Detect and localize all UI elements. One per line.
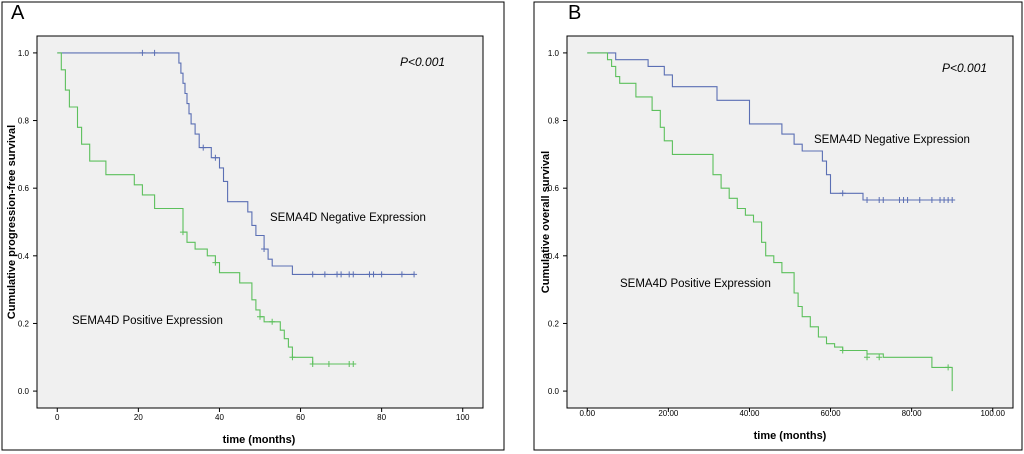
x-tick-label: 40.00 [739,409,760,418]
x-tick-label: 0 [55,413,60,422]
censor-mark-negative [350,271,357,278]
x-tick-label: 100.00 [980,409,1005,418]
survival-curve-negative [587,52,953,201]
survival-curve-positive [587,52,953,392]
panel-b-chart: 0.0 0.2 0.4 0.6 0.8 1.0 0.00 20.00 40.00 60.00 80.… [533,1,1023,451]
censor-mark-positive [876,354,883,361]
panel-b-positive-annotation: SEMA4D Positive Expression [620,278,771,290]
y-tick-label: 1.0 [18,49,30,58]
x-tick-label: 60 [296,413,305,422]
censor-mark-negative [839,190,846,197]
censor-mark-negative [949,197,956,204]
x-tick-label: 80.00 [902,409,923,418]
censor-mark-positive [289,354,296,361]
panel-a-positive-annotation: SEMA4D Positive Expression [72,315,223,327]
y-tick-label: 0.4 [18,252,30,261]
censor-mark-negative [398,271,405,278]
x-tick-label: 100 [456,413,470,422]
censor-mark-negative [370,271,377,278]
y-tick-label: 1.0 [548,49,560,58]
y-tick-label: 0.6 [18,184,30,193]
censor-mark-negative [411,271,418,278]
censor-mark-positive [212,259,219,266]
panel-b-plot-area [566,35,1014,409]
panel-a-y-axis-title: Cumulative progression-free survival [6,125,18,319]
panel-b-frame [533,1,1023,451]
y-tick-label: 0.6 [548,184,560,193]
panel-b-y-axis-title: Cumulative overall survival [540,151,552,293]
censor-mark-positive [309,361,316,368]
censor-mark-negative [321,271,328,278]
censor-mark-positive [864,354,871,361]
censor-mark-negative [880,197,887,204]
y-tick-label: 0.8 [18,117,30,126]
panel-a-p-value: P<0.001 [400,55,445,69]
censor-mark-positive [839,347,846,354]
censor-mark-negative [261,246,268,253]
panel-a-plot-area [36,35,484,409]
survival-curve-positive [57,52,354,365]
panel-b-series [587,52,956,392]
panel-b-p-value: P<0.001 [942,61,987,75]
censor-mark-positive [257,313,263,320]
panel-b-x-axis-title: time (months) [754,430,827,442]
panel-a-negative-annotation: SEMA4D Negative Expression [270,212,426,224]
y-tick-label: 0.8 [548,117,560,126]
censor-mark-positive [945,364,952,371]
x-tick-label: 80 [377,413,386,422]
x-tick-label: 20 [134,413,143,422]
panel-b-negative-annotation: SEMA4D Negative Expression [814,134,970,146]
censor-mark-negative [378,271,385,278]
y-tick-label: 0.4 [548,252,560,261]
panel-a-chart: 0.0 0.2 0.4 0.6 0.8 1.0 0 20 40 60 80 100 P<0.001 S… [1,1,505,451]
panel-a-x-axis-title: time (months) [223,434,296,446]
censor-mark-negative [338,271,345,278]
censor-mark-negative [928,197,935,204]
censor-mark-negative [309,271,316,278]
censor-mark-positive [350,361,357,368]
censor-mark-negative [904,197,911,204]
y-tick-label: 0.0 [548,387,560,396]
y-tick-label: 0.2 [18,319,30,328]
censor-mark-negative [916,197,923,204]
panel-a-frame [1,1,505,451]
panel-a-axes: 0.0 0.2 0.4 0.6 0.8 1.0 0 20 40 60 80 100 [18,49,470,422]
y-tick-label: 0.0 [18,387,30,396]
censor-mark-negative [151,49,158,56]
censor-mark-positive [179,229,186,236]
censor-mark-negative [212,154,219,161]
censor-mark-negative [200,144,207,151]
panel-b-label: B [568,2,582,24]
censor-mark-positive [269,318,276,325]
censor-mark-negative [864,197,871,204]
x-tick-label: 40 [215,413,224,422]
panel-b-axes: 0.0 0.2 0.4 0.6 0.8 1.0 0.00 20.00 40.00 60.00 80.… [548,49,1006,418]
censor-mark-negative [139,49,146,56]
x-tick-label: 0.00 [579,409,595,418]
x-tick-label: 20.00 [658,409,679,418]
censor-mark-positive [325,361,332,368]
x-tick-label: 60.00 [821,409,842,418]
y-tick-label: 0.2 [548,319,560,328]
panel-a-label: A [11,2,25,24]
panel-a-series [57,49,418,368]
